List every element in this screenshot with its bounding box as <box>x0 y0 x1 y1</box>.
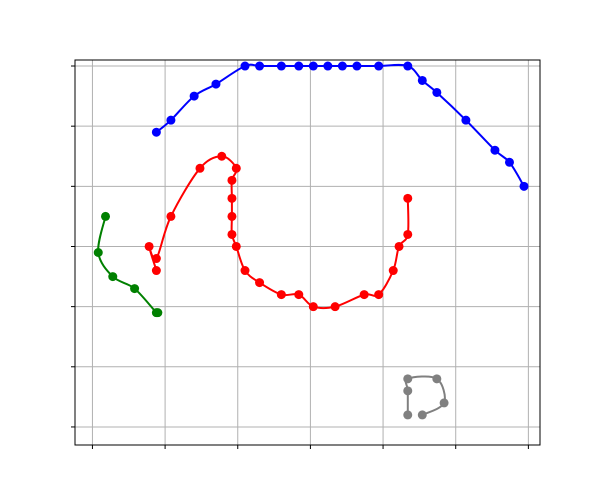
data-point <box>294 290 304 300</box>
data-point <box>352 61 362 71</box>
data-point <box>231 241 241 251</box>
data-point <box>151 254 161 264</box>
data-point <box>504 157 514 167</box>
data-point <box>403 386 413 396</box>
series-2 <box>93 211 163 318</box>
data-point <box>93 248 103 257</box>
data-point <box>394 241 404 251</box>
data-point <box>461 115 471 125</box>
data-point <box>432 374 442 384</box>
data-point <box>255 278 265 288</box>
data-point <box>337 61 347 71</box>
data-point <box>439 398 449 408</box>
series-0 <box>151 61 529 191</box>
data-point <box>308 302 318 312</box>
data-point <box>417 410 427 420</box>
data-point <box>308 61 318 71</box>
data-point <box>227 211 237 221</box>
data-point <box>403 410 413 420</box>
data-point <box>417 75 427 85</box>
data-point <box>294 61 304 71</box>
data-point <box>101 211 111 221</box>
data-point <box>217 151 227 161</box>
data-point <box>255 61 265 71</box>
data-point <box>153 308 163 318</box>
series-3 <box>403 374 449 420</box>
data-point <box>276 290 286 300</box>
data-point <box>151 127 161 137</box>
data-point <box>403 229 413 239</box>
data-point <box>166 211 176 221</box>
data-point <box>519 181 529 191</box>
data-point <box>388 266 398 276</box>
data-point <box>240 266 250 276</box>
data-point <box>374 290 384 300</box>
data-point <box>231 163 241 173</box>
data-point <box>432 87 442 97</box>
data-point <box>240 61 250 71</box>
data-point <box>108 272 118 282</box>
data-point <box>189 91 199 101</box>
data-point <box>403 193 413 203</box>
data-point <box>166 115 176 125</box>
data-point <box>403 61 413 71</box>
data-point <box>130 284 140 294</box>
data-point <box>403 374 413 384</box>
data-point <box>151 266 161 276</box>
plot-frame <box>74 59 541 446</box>
data-point <box>227 229 237 239</box>
data-point <box>227 175 237 185</box>
data-point <box>330 302 340 312</box>
data-point <box>374 61 384 71</box>
data-point <box>323 61 333 71</box>
data-point <box>195 163 205 173</box>
data-point <box>359 290 369 300</box>
data-point <box>211 79 221 89</box>
data-point <box>490 145 500 155</box>
data-point <box>227 193 237 203</box>
data-point <box>144 241 154 251</box>
series-layer <box>93 61 529 420</box>
series-1 <box>144 151 413 312</box>
data-point <box>276 61 286 71</box>
axis-ticks <box>71 65 529 449</box>
